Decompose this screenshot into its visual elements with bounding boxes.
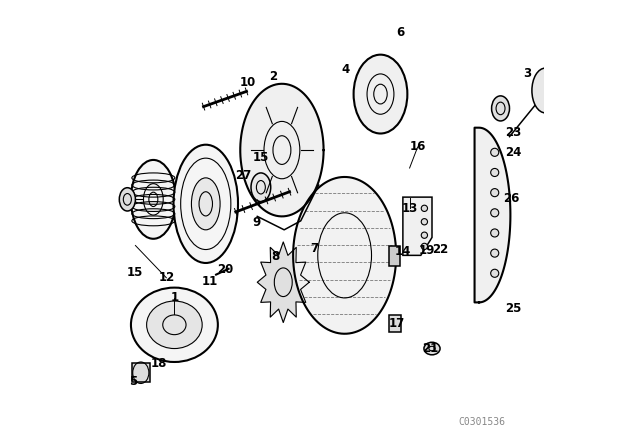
Text: 5: 5 (129, 375, 137, 388)
Circle shape (491, 189, 499, 197)
Text: 25: 25 (506, 302, 522, 315)
Ellipse shape (173, 145, 238, 263)
Text: C0301536: C0301536 (459, 417, 506, 427)
Ellipse shape (131, 160, 176, 239)
Circle shape (491, 209, 499, 217)
Text: 26: 26 (503, 191, 520, 205)
Polygon shape (257, 242, 309, 323)
Text: 7: 7 (310, 242, 319, 255)
Text: 3: 3 (524, 67, 531, 81)
Text: 4: 4 (342, 63, 350, 76)
Text: 16: 16 (410, 140, 426, 154)
Polygon shape (403, 197, 432, 255)
Circle shape (421, 243, 428, 250)
Polygon shape (293, 177, 396, 334)
Text: 23: 23 (506, 125, 522, 139)
Text: 14: 14 (395, 245, 411, 258)
Text: 22: 22 (432, 243, 448, 257)
Text: 17: 17 (389, 317, 405, 330)
Text: 15: 15 (127, 266, 143, 279)
Ellipse shape (424, 342, 440, 355)
Bar (388, 246, 400, 266)
Bar (132, 363, 150, 382)
Bar (389, 315, 401, 332)
Text: 15: 15 (252, 151, 269, 164)
Circle shape (421, 219, 428, 225)
Text: 21: 21 (422, 342, 439, 355)
Text: 20: 20 (217, 263, 233, 276)
Circle shape (421, 205, 428, 211)
Text: 11: 11 (201, 275, 218, 288)
Text: 13: 13 (401, 202, 418, 215)
Text: 1: 1 (170, 291, 179, 305)
Text: 19: 19 (419, 244, 435, 258)
Text: 18: 18 (150, 357, 167, 370)
Ellipse shape (354, 55, 408, 134)
Text: 2: 2 (269, 69, 277, 83)
Text: 24: 24 (506, 146, 522, 159)
Text: 10: 10 (239, 76, 255, 90)
Ellipse shape (147, 301, 202, 349)
Polygon shape (475, 128, 510, 302)
Circle shape (421, 232, 428, 238)
Ellipse shape (251, 173, 271, 202)
Circle shape (491, 229, 499, 237)
Ellipse shape (532, 68, 559, 113)
Circle shape (491, 148, 499, 156)
Text: 12: 12 (158, 271, 175, 284)
Text: 27: 27 (235, 169, 251, 182)
Text: 6: 6 (397, 26, 404, 39)
Ellipse shape (119, 188, 136, 211)
Ellipse shape (131, 288, 218, 362)
Circle shape (491, 269, 499, 277)
Polygon shape (240, 84, 324, 216)
Text: 8: 8 (271, 250, 279, 263)
Ellipse shape (492, 96, 509, 121)
Circle shape (491, 249, 499, 257)
Ellipse shape (191, 178, 220, 230)
Circle shape (491, 168, 499, 177)
Text: 9: 9 (252, 216, 260, 229)
